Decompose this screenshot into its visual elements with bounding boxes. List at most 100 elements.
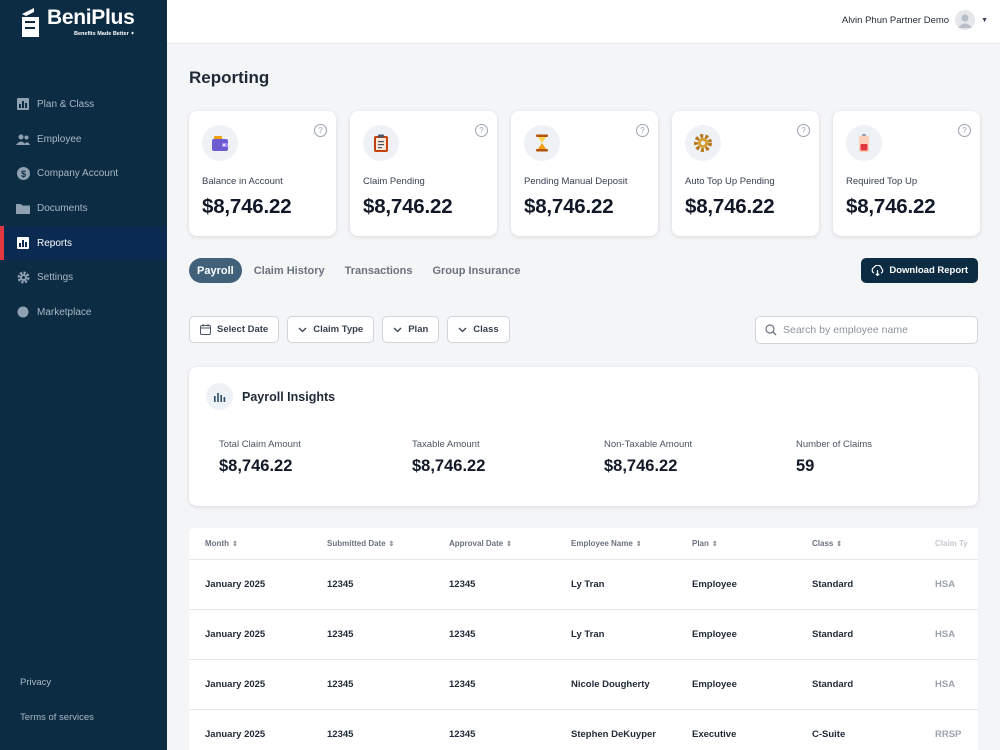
filter-label: Claim Type (313, 324, 364, 335)
cell-claim-type: HSA (919, 659, 978, 710)
tab-transactions[interactable]: Transactions (344, 264, 413, 277)
sort-icon: ⇕ (836, 540, 843, 548)
summary-card: ? Auto Top Up Pending $8,746.22 (672, 111, 819, 236)
sort-icon: ⇕ (232, 540, 238, 548)
sidebar-item-plan-class[interactable]: Plan & Class (0, 87, 167, 122)
brand-name: BeniPlus (47, 6, 135, 29)
user-menu[interactable]: Alvin Phun Partner Demo ▼ (842, 10, 988, 30)
sidebar-item-label: Documents (37, 202, 88, 214)
column-header-month[interactable]: Month ⇕ (189, 528, 311, 560)
table-header-row: Month ⇕ Submitted Date ⇕ Approval Date ⇕ Em… (189, 528, 978, 560)
column-header-claim-type[interactable]: Claim Ty (919, 528, 978, 560)
help-icon[interactable]: ? (475, 124, 488, 137)
sidebar-item-settings[interactable]: Settings (0, 260, 167, 295)
cell-claim-type: RRSP (919, 709, 978, 750)
column-header-employee-name[interactable]: Employee Name ⇕ (555, 528, 676, 560)
filter-label: Class (473, 324, 499, 335)
page-title: Reporting (189, 68, 270, 87)
tab-payroll[interactable]: Payroll (189, 258, 242, 283)
cell-month: January 2025 (189, 709, 311, 750)
column-header-plan[interactable]: Plan ⇕ (676, 528, 796, 560)
metric-non-taxable: Non-Taxable Amount $8,746.22 (604, 439, 692, 476)
column-header-class[interactable]: Class ⇕ (796, 528, 919, 560)
cell-claim-type: HSA (919, 559, 978, 610)
help-icon[interactable]: ? (636, 124, 649, 137)
table-row[interactable]: January 2025 12345 12345 Stephen DeKuype… (189, 709, 978, 750)
sidebar-item-reports[interactable]: Reports (0, 225, 167, 261)
card-label: Claim Pending (363, 176, 425, 187)
select-date-filter[interactable]: Select Date (189, 316, 280, 343)
help-icon[interactable]: ? (958, 124, 971, 137)
card-label: Balance in Account (202, 176, 283, 187)
card-label: Required Top Up (846, 176, 918, 187)
cell-employee-name: Stephen DeKuyper (555, 709, 676, 750)
chevron-down-icon (393, 327, 402, 332)
avatar (955, 10, 976, 30)
sidebar-item-company-account[interactable]: $ Company Account (0, 156, 167, 191)
sidebar-item-employee[interactable]: Employee (0, 122, 167, 157)
cell-plan: Executive (676, 709, 796, 750)
summary-card: ? Required Top Up $8,746.22 (833, 111, 980, 236)
filter-label: Plan (408, 324, 429, 335)
summary-card: ? Balance in Account $8,746.22 (189, 111, 336, 236)
wallet-icon (202, 125, 238, 161)
sidebar-item-label: Company Account (37, 168, 119, 180)
user-name: Alvin Phun Partner Demo (841, 14, 950, 26)
cell-month: January 2025 (189, 559, 311, 610)
calendar-icon (200, 324, 211, 335)
search-box (755, 316, 978, 344)
tab-claim-history[interactable]: Claim History (253, 264, 325, 277)
payroll-table: Month ⇕ Submitted Date ⇕ Approval Date ⇕ Em… (189, 528, 978, 750)
cell-employee-name: Ly Tran (555, 609, 676, 660)
beniplus-logo-icon (22, 8, 39, 37)
cell-plan: Employee (676, 559, 796, 610)
help-icon[interactable]: ? (314, 124, 327, 137)
table-row[interactable]: January 2025 12345 12345 Nicole Doughert… (189, 659, 978, 710)
dollar-icon: $ (16, 167, 30, 181)
table-row[interactable]: January 2025 12345 12345 Ly Tran Employe… (189, 559, 978, 610)
tab-group-insurance[interactable]: Group Insurance (432, 264, 521, 277)
column-header-submitted-date[interactable]: Submitted Date ⇕ (311, 528, 433, 560)
search-icon (765, 324, 777, 336)
card-value: $8,746.22 (685, 195, 775, 218)
report-tabs: Payroll Claim History Transactions Group… (189, 258, 529, 283)
card-value: $8,746.22 (524, 195, 614, 218)
plan-filter[interactable]: Plan (382, 316, 440, 343)
cell-month: January 2025 (189, 659, 311, 710)
people-icon (16, 132, 30, 146)
cell-class: C-Suite (796, 709, 919, 750)
chevron-down-icon (298, 327, 307, 332)
insights-title: Payroll Insights (242, 389, 336, 404)
hourglass-icon (524, 125, 560, 161)
sidebar-item-marketplace[interactable]: Marketplace (0, 295, 167, 330)
help-icon[interactable]: ? (797, 124, 810, 137)
card-label: Pending Manual Deposit (524, 176, 628, 187)
privacy-link[interactable]: Privacy (20, 677, 52, 688)
summary-cards: ? Balance in Account $8,746.22 ? Claim P… (189, 111, 980, 236)
cell-class: Standard (796, 609, 919, 660)
cell-submitted-date: 12345 (311, 659, 433, 710)
metric-total-claim: Total Claim Amount $8,746.22 (219, 439, 301, 476)
download-report-button[interactable]: Download Report (861, 258, 978, 283)
sidebar: BeniPlus Benefits Made Better ✦ Plan & C… (0, 0, 167, 750)
summary-card: ? Pending Manual Deposit $8,746.22 (511, 111, 658, 236)
column-header-approval-date[interactable]: Approval Date ⇕ (433, 528, 555, 560)
logo[interactable]: BeniPlus Benefits Made Better ✦ (20, 6, 135, 39)
bar-chart-icon (206, 383, 233, 410)
class-filter[interactable]: Class (447, 316, 510, 343)
gear-icon (16, 271, 30, 285)
cell-plan: Employee (676, 609, 796, 660)
terms-link[interactable]: Terms of services (20, 712, 94, 723)
claim-type-filter[interactable]: Claim Type (287, 316, 375, 343)
metric-number-of-claims: Number of Claims 59 (796, 439, 872, 476)
sidebar-item-documents[interactable]: Documents (0, 191, 167, 226)
cell-submitted-date: 12345 (311, 559, 433, 610)
download-report-label: Download Report (889, 265, 968, 276)
filter-bar: Select Date Claim Type Plan Class (189, 316, 510, 343)
cell-employee-name: Ly Tran (555, 559, 676, 610)
cell-approval-date: 12345 (433, 659, 555, 710)
metric-value: 59 (796, 457, 815, 475)
cell-approval-date: 12345 (433, 709, 555, 750)
table-row[interactable]: January 2025 12345 12345 Ly Tran Employe… (189, 609, 978, 660)
search-input[interactable] (783, 324, 963, 336)
